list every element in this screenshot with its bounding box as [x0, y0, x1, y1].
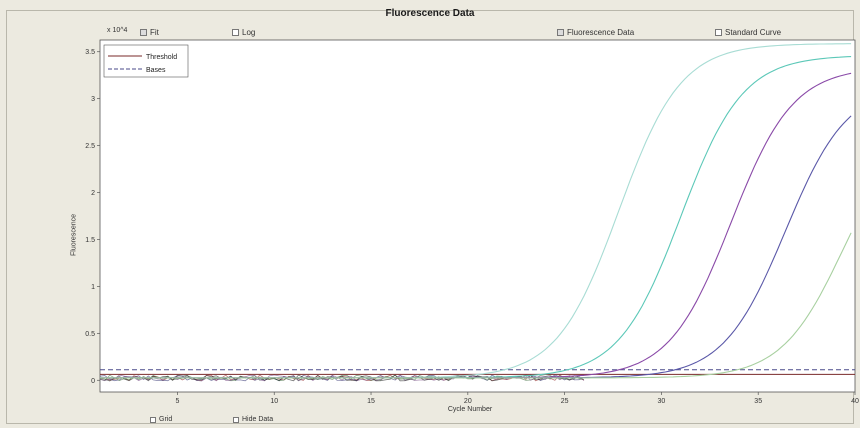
x-tick-label: 5	[175, 398, 179, 405]
fit-checkbox-label: Fit	[150, 28, 159, 37]
hide-data-checkbox-box[interactable]	[233, 416, 239, 423]
x-tick-label: 25	[561, 398, 569, 405]
x-axis-label: Cycle Number	[447, 406, 493, 413]
fluorescence-data-checkbox-box[interactable]	[557, 29, 564, 36]
grid-checkbox-box[interactable]	[150, 416, 156, 423]
grid-checkbox[interactable]: Grid	[150, 416, 172, 423]
y-tick-label: 1	[91, 284, 95, 291]
y-tick-label: 0.5	[85, 331, 95, 338]
standard-curve-checkbox[interactable]: Standard Curve	[715, 28, 781, 37]
y-axis: 0 0.5 1 1.5 2 2.5 3 3.5	[85, 49, 100, 385]
x-tick-label: 30	[658, 398, 666, 405]
legend: Threshold Bases	[103, 44, 189, 78]
fluorescence-data-checkbox-label: Fluorescence Data	[567, 28, 635, 37]
amplification-curve	[100, 232, 852, 379]
plot-area	[99, 39, 856, 393]
legend-box	[103, 44, 189, 78]
hide-data-checkbox-label: Hide Data	[242, 416, 274, 423]
y-tick-label: 2.5	[85, 143, 95, 150]
y-scale-label: x 10^4	[107, 27, 128, 34]
noise-trace	[99, 374, 585, 382]
x-tick-label: 40	[851, 398, 859, 405]
y-tick-label: 3.5	[85, 49, 95, 56]
grid-checkbox-label: Grid	[159, 416, 173, 423]
log-checkbox-box[interactable]	[232, 29, 239, 36]
x-tick-label: 10	[270, 398, 278, 405]
fit-checkbox[interactable]: Fit	[140, 28, 159, 37]
x-tick-label: 15	[367, 398, 375, 405]
x-tick-label: 20	[464, 398, 472, 405]
fit-checkbox-box[interactable]	[140, 29, 147, 36]
y-tick-label: 0	[91, 378, 95, 385]
x-axis: 5 10 15 20 25 30 35 40	[175, 392, 859, 405]
series-lines	[100, 43, 855, 379]
standard-curve-checkbox-box[interactable]	[715, 29, 722, 36]
hide-data-checkbox[interactable]: Hide Data	[233, 416, 273, 423]
legend-threshold-label: Threshold	[146, 54, 177, 61]
log-checkbox-label: Log	[242, 28, 256, 37]
y-tick-label: 2	[91, 190, 95, 197]
log-checkbox[interactable]: Log	[232, 28, 255, 37]
chart-title: Fluorescence Data	[385, 8, 475, 19]
y-tick-label: 1.5	[85, 237, 95, 244]
y-tick-label: 3	[91, 96, 95, 103]
fluorescence-data-checkbox[interactable]: Fluorescence Data	[557, 28, 634, 37]
y-axis-label: Fluorescence	[70, 213, 78, 257]
x-tick-label: 35	[754, 398, 762, 405]
legend-bases-label: Bases	[146, 67, 166, 74]
standard-curve-checkbox-label: Standard Curve	[725, 28, 782, 37]
